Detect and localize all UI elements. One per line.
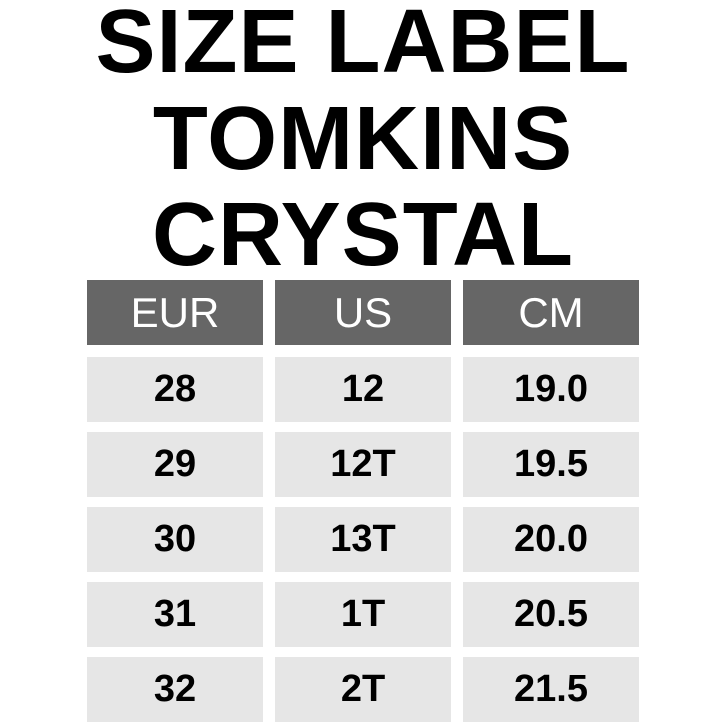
table-cell: 12T <box>275 432 451 497</box>
table-cell: 20.0 <box>463 507 639 572</box>
table-cell: 12 <box>275 357 451 422</box>
table-cell: 2T <box>275 657 451 722</box>
table-cell: 13T <box>275 507 451 572</box>
table-cell: 19.5 <box>463 432 639 497</box>
title-line-3: CRYSTAL <box>152 185 574 285</box>
table-cell: 1T <box>275 582 451 647</box>
table-cell: 29 <box>87 432 263 497</box>
table-cell: 31 <box>87 582 263 647</box>
table-cell: 28 <box>87 357 263 422</box>
column-header: CM <box>463 280 639 345</box>
table-cell: 19.0 <box>463 357 639 422</box>
column-header: EUR <box>87 280 263 345</box>
table-cell: 32 <box>87 657 263 722</box>
column-header: US <box>275 280 451 345</box>
table-cell: 21.5 <box>463 657 639 722</box>
title-line-2: TOMKINS <box>152 89 574 189</box>
table-cell: 30 <box>87 507 263 572</box>
table-cell: 20.5 <box>463 582 639 647</box>
title-line-1: SIZE LABEL <box>95 0 631 92</box>
